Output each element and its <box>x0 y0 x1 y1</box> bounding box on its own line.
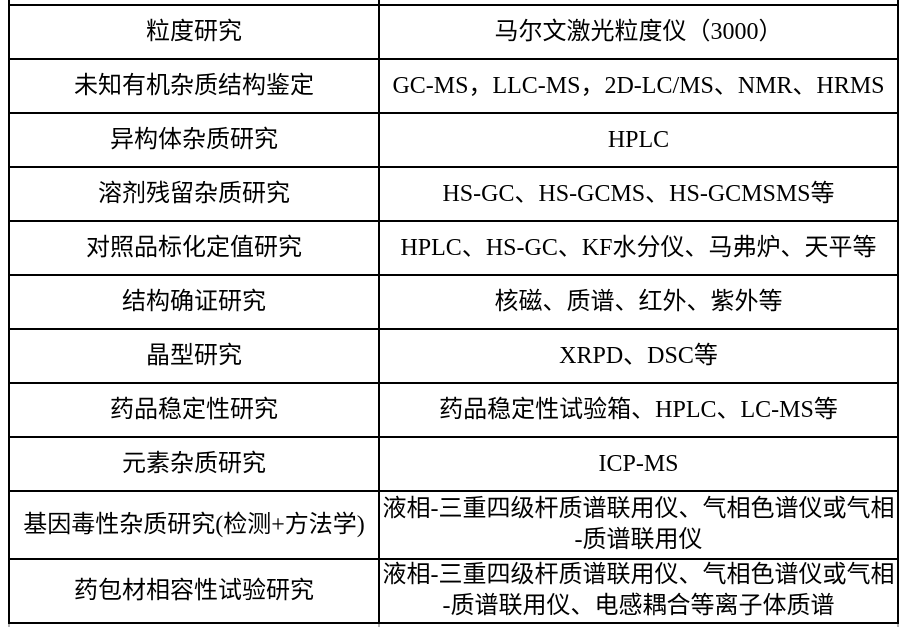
cutoff-cell <box>378 622 899 627</box>
instruments-cell: 液相-三重四级杆质谱联用仪、气相色谱仪或气相 -质谱联用仪、电感耦合等离子体质谱 <box>378 558 899 624</box>
instruments-cell: ICP-MS <box>378 436 899 492</box>
table-row-cutoff-bottom <box>8 622 899 627</box>
research-category-cell: 溶剂残留杂质研究 <box>8 166 380 222</box>
instruments-cell: HS-GC、HS-GCMS、HS-GCMSMS等 <box>378 166 899 222</box>
research-category-cell: 晶型研究 <box>8 328 380 384</box>
research-category-cell: 结构确证研究 <box>8 274 380 330</box>
research-category-cell: 未知有机杂质结构鉴定 <box>8 58 380 114</box>
instruments-cell: 马尔文激光粒度仪（3000） <box>378 4 899 60</box>
table-row: 溶剂残留杂质研究 HS-GC、HS-GCMS、HS-GCMSMS等 <box>8 166 899 222</box>
table-row: 基因毒性杂质研究(检测+方法学) 液相-三重四级杆质谱联用仪、气相色谱仪或气相 … <box>8 490 899 560</box>
table-row: 药包材相容性试验研究 液相-三重四级杆质谱联用仪、气相色谱仪或气相 -质谱联用仪… <box>8 558 899 624</box>
research-category-cell: 异构体杂质研究 <box>8 112 380 168</box>
research-category-cell: 对照品标化定值研究 <box>8 220 380 276</box>
cutoff-cell <box>378 0 899 6</box>
table-row: 元素杂质研究 ICP-MS <box>8 436 899 492</box>
research-category-cell: 元素杂质研究 <box>8 436 380 492</box>
research-category-cell: 基因毒性杂质研究(检测+方法学) <box>8 490 380 560</box>
instruments-cell: HPLC <box>378 112 899 168</box>
research-category-cell: 药包材相容性试验研究 <box>8 558 380 624</box>
table-row: 粒度研究 马尔文激光粒度仪（3000） <box>8 4 899 60</box>
table-row: 药品稳定性研究 药品稳定性试验箱、HPLC、LC-MS等 <box>8 382 899 438</box>
equipment-table: 粒度研究 马尔文激光粒度仪（3000） 未知有机杂质结构鉴定 GC-MS，LLC… <box>8 0 899 627</box>
instruments-cell: GC-MS，LLC-MS，2D-LC/MS、NMR、HRMS <box>378 58 899 114</box>
research-category-cell: 药品稳定性研究 <box>8 382 380 438</box>
instruments-cell: XRPD、DSC等 <box>378 328 899 384</box>
cutoff-cell <box>8 622 380 627</box>
instruments-cell: 药品稳定性试验箱、HPLC、LC-MS等 <box>378 382 899 438</box>
table-row: 未知有机杂质结构鉴定 GC-MS，LLC-MS，2D-LC/MS、NMR、HRM… <box>8 58 899 114</box>
instruments-cell: 核磁、质谱、红外、紫外等 <box>378 274 899 330</box>
instruments-cell: HPLC、HS-GC、KF水分仪、马弗炉、天平等 <box>378 220 899 276</box>
table-row: 异构体杂质研究 HPLC <box>8 112 899 168</box>
table-row: 晶型研究 XRPD、DSC等 <box>8 328 899 384</box>
instruments-cell: 液相-三重四级杆质谱联用仪、气相色谱仪或气相 -质谱联用仪 <box>378 490 899 560</box>
table-row-cutoff-top <box>8 0 899 6</box>
research-category-cell: 粒度研究 <box>8 4 380 60</box>
cutoff-cell <box>8 0 380 6</box>
table-row: 结构确证研究 核磁、质谱、红外、紫外等 <box>8 274 899 330</box>
table-row: 对照品标化定值研究 HPLC、HS-GC、KF水分仪、马弗炉、天平等 <box>8 220 899 276</box>
